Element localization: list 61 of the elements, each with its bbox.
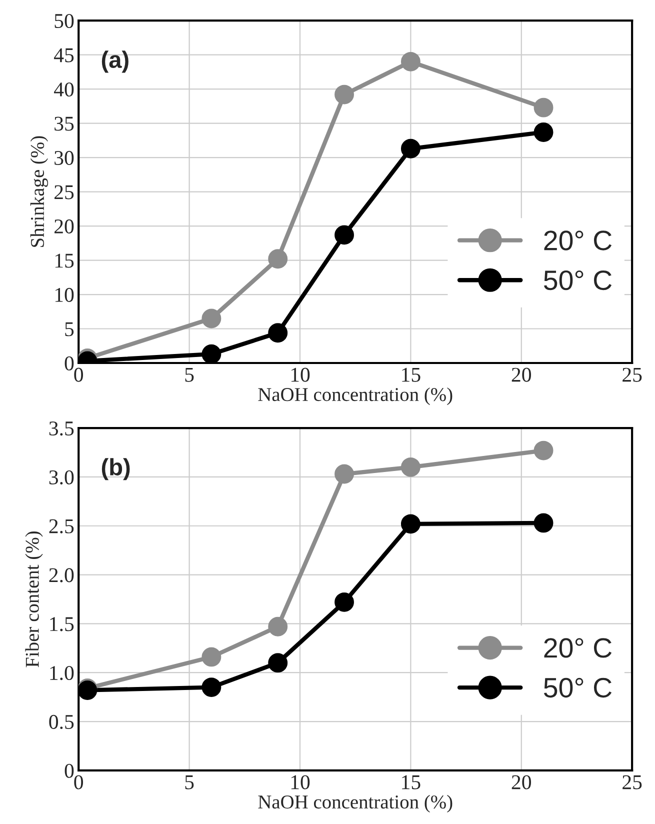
y-tick-label: 2.0 — [49, 568, 74, 582]
y-tick-label: 0 — [64, 764, 74, 778]
legend-label: 20° C — [544, 638, 612, 658]
y-tick-label: 35 — [54, 116, 74, 131]
x-tick-label: 15 — [402, 368, 420, 382]
x-tick-label: 25 — [622, 368, 642, 382]
point — [202, 647, 222, 667]
point — [334, 225, 354, 245]
point — [334, 592, 354, 612]
y-tick-label: 0.5 — [49, 714, 74, 730]
y-tick-label: 3.0 — [49, 470, 74, 484]
x-tick-label: 25 — [622, 775, 642, 790]
x-tick-label: 10 — [291, 368, 310, 382]
x-tick-label: 15 — [402, 775, 420, 790]
y-tick-label: 3.5 — [49, 421, 74, 436]
y-axis-title: Fiber content (%) — [25, 532, 43, 668]
y-tick-label: 45 — [54, 48, 74, 62]
x-tick-label: 5 — [185, 775, 194, 790]
x-tick-label: 0 — [74, 368, 84, 382]
x-tick-label: 10 — [291, 775, 310, 790]
y-tick-label: 30 — [54, 150, 74, 165]
x-tick-label: 20 — [512, 775, 531, 790]
annotation: (b) — [102, 458, 130, 480]
y-tick-label: 15 — [55, 254, 74, 268]
y-tick-label: 50 — [54, 14, 74, 28]
point — [268, 653, 288, 673]
legend-label: 50° C — [544, 678, 612, 698]
y-axis-title: Shrinkage (%) — [30, 136, 48, 247]
x-tick-label: 5 — [185, 368, 194, 382]
point — [202, 344, 222, 363]
point — [268, 616, 288, 636]
point — [268, 323, 288, 343]
y-tick-label: 1.0 — [50, 666, 74, 680]
y-tick-label: 1.5 — [50, 617, 74, 632]
point — [534, 513, 554, 533]
y-tick-label: 0 — [64, 356, 74, 370]
y-tick-label: 10 — [55, 288, 74, 302]
x-axis-title: NaOH concentration (%) — [258, 794, 452, 813]
point — [534, 98, 554, 118]
point — [400, 52, 420, 72]
legend-label: 20° C — [544, 230, 612, 250]
x-tick-label: 20 — [512, 368, 531, 382]
point — [202, 678, 222, 698]
x-axis-title: NaOH concentration (%) — [258, 387, 452, 406]
point — [334, 464, 354, 484]
y-tick-label: 2.5 — [49, 519, 74, 534]
x-tick-label: 0 — [74, 775, 84, 790]
y-tick-label: 5 — [65, 322, 74, 336]
annotation: (a) — [102, 50, 128, 73]
y-tick-label: 40 — [54, 82, 74, 97]
y-tick-label: 20 — [54, 219, 74, 234]
point — [534, 122, 554, 142]
point — [534, 440, 554, 460]
point — [400, 514, 420, 534]
point — [268, 249, 288, 269]
point — [202, 308, 222, 328]
point — [400, 457, 420, 477]
point — [334, 84, 354, 104]
y-tick-label: 25 — [54, 185, 74, 200]
point — [400, 138, 420, 158]
legend-label: 50° C — [544, 270, 612, 290]
